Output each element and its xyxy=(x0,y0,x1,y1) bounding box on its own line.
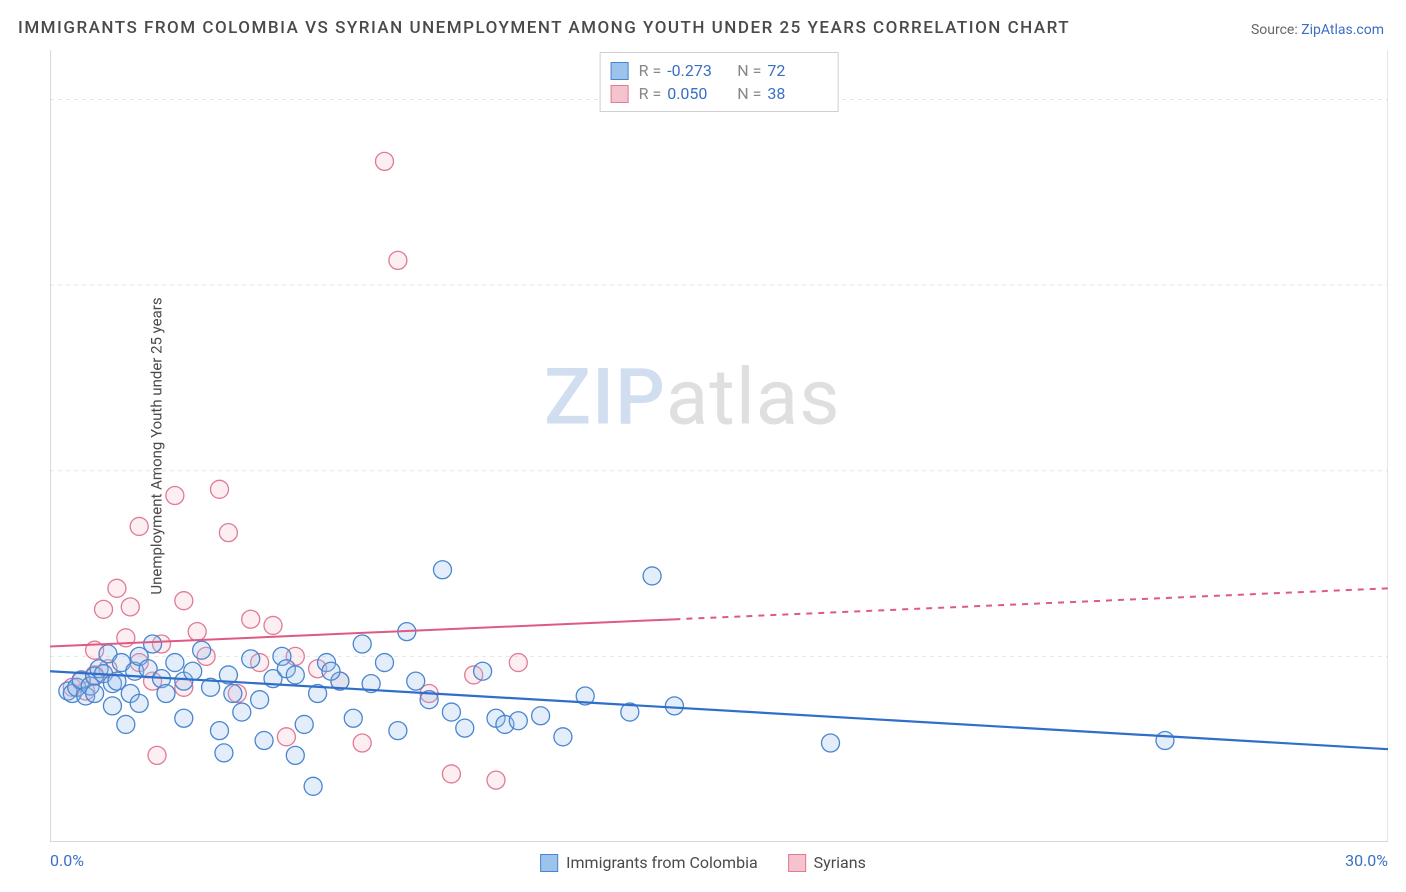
r-value-syrians: 0.050 xyxy=(667,84,727,103)
source-link[interactable]: ZipAtlas.com xyxy=(1301,22,1384,38)
swatch-colombia xyxy=(540,854,558,872)
swatch-syrians xyxy=(611,85,629,103)
series-legend: Immigrants from Colombia Syrians xyxy=(540,853,866,872)
r-label: R = xyxy=(639,61,662,80)
correlation-legend: R = -0.273 N = 72 R = 0.050 N = 38 xyxy=(600,52,839,112)
legend-label-syrians: Syrians xyxy=(814,853,866,872)
legend-row-syrians: R = 0.050 N = 38 xyxy=(611,82,828,105)
r-value-colombia: -0.273 xyxy=(667,61,727,80)
chart-container: R = -0.273 N = 72 R = 0.050 N = 38 ZIPat… xyxy=(50,50,1388,842)
legend-item-colombia: Immigrants from Colombia xyxy=(540,853,758,872)
legend-label-colombia: Immigrants from Colombia xyxy=(566,853,758,872)
swatch-syrians xyxy=(788,854,806,872)
chart-title: IMMIGRANTS FROM COLOMBIA VS SYRIAN UNEMP… xyxy=(18,18,1070,38)
n-label: N = xyxy=(737,84,761,103)
legend-item-syrians: Syrians xyxy=(788,853,866,872)
n-value-colombia: 72 xyxy=(767,61,827,80)
scatter-plot xyxy=(50,50,1388,842)
r-label: R = xyxy=(639,84,662,103)
source-attribution: Source: ZipAtlas.com xyxy=(1251,22,1384,38)
source-label: Source: xyxy=(1251,22,1301,38)
legend-row-colombia: R = -0.273 N = 72 xyxy=(611,59,828,82)
x-tick-label: 0.0% xyxy=(50,851,84,870)
swatch-colombia xyxy=(611,62,629,80)
x-tick-label: 30.0% xyxy=(1345,851,1388,870)
n-label: N = xyxy=(737,61,761,80)
n-value-syrians: 38 xyxy=(767,84,827,103)
